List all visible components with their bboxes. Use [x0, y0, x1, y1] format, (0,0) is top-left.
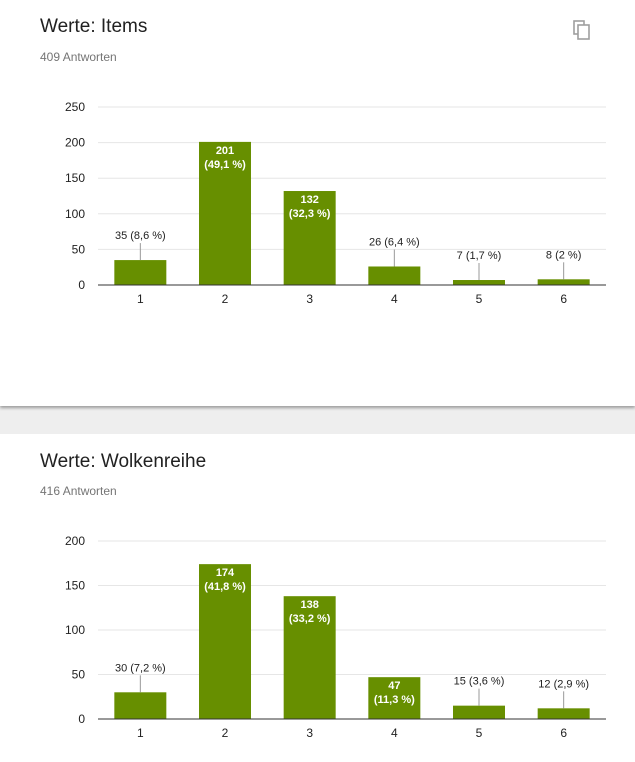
- y-tick-label: 150: [65, 579, 85, 593]
- data-label: 174: [216, 567, 235, 579]
- data-label: 201: [216, 145, 234, 157]
- x-tick-label: 3: [306, 292, 313, 306]
- bar: [368, 677, 421, 719]
- data-label: 30 (7,2 %): [115, 662, 166, 674]
- data-label: 132: [300, 194, 318, 206]
- bar: [283, 191, 336, 285]
- question-title: Werte: Items: [40, 16, 148, 37]
- bar: [453, 280, 505, 285]
- bar: [537, 279, 590, 285]
- data-label: (49,1 %): [204, 159, 246, 171]
- y-tick-label: 150: [65, 171, 85, 185]
- question-title: Werte: Wolkenreihe: [40, 451, 207, 472]
- y-tick-label: 50: [72, 668, 86, 682]
- data-label: (33,2 %): [289, 613, 331, 625]
- data-label: (41,8 %): [204, 581, 246, 593]
- x-tick-label: 5: [476, 726, 483, 740]
- data-label: 15 (3,6 %): [454, 676, 505, 688]
- y-tick-label: 50: [72, 242, 86, 256]
- bar: [283, 596, 336, 719]
- data-label: 7 (1,7 %): [457, 250, 502, 262]
- y-tick-label: 200: [65, 534, 85, 548]
- bar-chart-items: 0 50 100 150 200 250 35 (8,6 %) 1 201 (49,1 %) 2 13…: [65, 100, 606, 306]
- data-label: (32,3 %): [289, 208, 331, 220]
- y-tick-label: 0: [78, 712, 85, 726]
- x-tick-label: 2: [222, 726, 229, 740]
- bar: [114, 260, 167, 285]
- data-label: 47: [388, 680, 400, 692]
- data-label: 8 (2 %): [546, 249, 581, 261]
- data-label: 138: [300, 599, 318, 611]
- data-label: 26 (6,4 %): [369, 236, 420, 248]
- x-tick-label: 1: [137, 726, 144, 740]
- y-tick-label: 200: [65, 136, 85, 150]
- data-label: (11,3 %): [374, 694, 415, 706]
- y-tick-label: 250: [65, 100, 85, 114]
- bar: [114, 692, 167, 719]
- bar: [199, 141, 251, 285]
- bar-chart-wolkenreihe: 0 50 100 150 200 30 (7,2 %) 1 174 (41,8 %) 2 138 (3…: [65, 534, 606, 740]
- x-tick-label: 4: [391, 292, 398, 306]
- response-count: 409 Antworten: [40, 50, 117, 64]
- copy-icon: [573, 20, 590, 40]
- x-tick-label: 6: [560, 292, 567, 306]
- response-count: 416 Antworten: [40, 484, 117, 498]
- data-label: 12 (2,9 %): [538, 678, 589, 690]
- x-tick-label: 1: [137, 292, 144, 306]
- bar: [368, 266, 421, 285]
- x-tick-label: 6: [560, 726, 567, 740]
- y-tick-label: 100: [65, 623, 85, 637]
- question-card-wolkenreihe: Werte: Wolkenreihe 416 Antworten 0 50 100 1…: [0, 434, 635, 762]
- data-label: 35 (8,6 %): [115, 230, 166, 242]
- question-card-items: Werte: Items 409 Antworten 0 50 100 150 200 2…: [0, 0, 635, 406]
- x-tick-label: 5: [476, 292, 483, 306]
- y-tick-label: 100: [65, 207, 85, 221]
- y-tick-label: 0: [78, 278, 85, 292]
- x-tick-label: 3: [306, 726, 313, 740]
- bar: [199, 564, 251, 719]
- copy-chart-button[interactable]: [570, 18, 594, 42]
- bar: [537, 708, 590, 719]
- x-tick-label: 4: [391, 726, 398, 740]
- bar: [453, 705, 505, 719]
- x-tick-label: 2: [222, 292, 229, 306]
